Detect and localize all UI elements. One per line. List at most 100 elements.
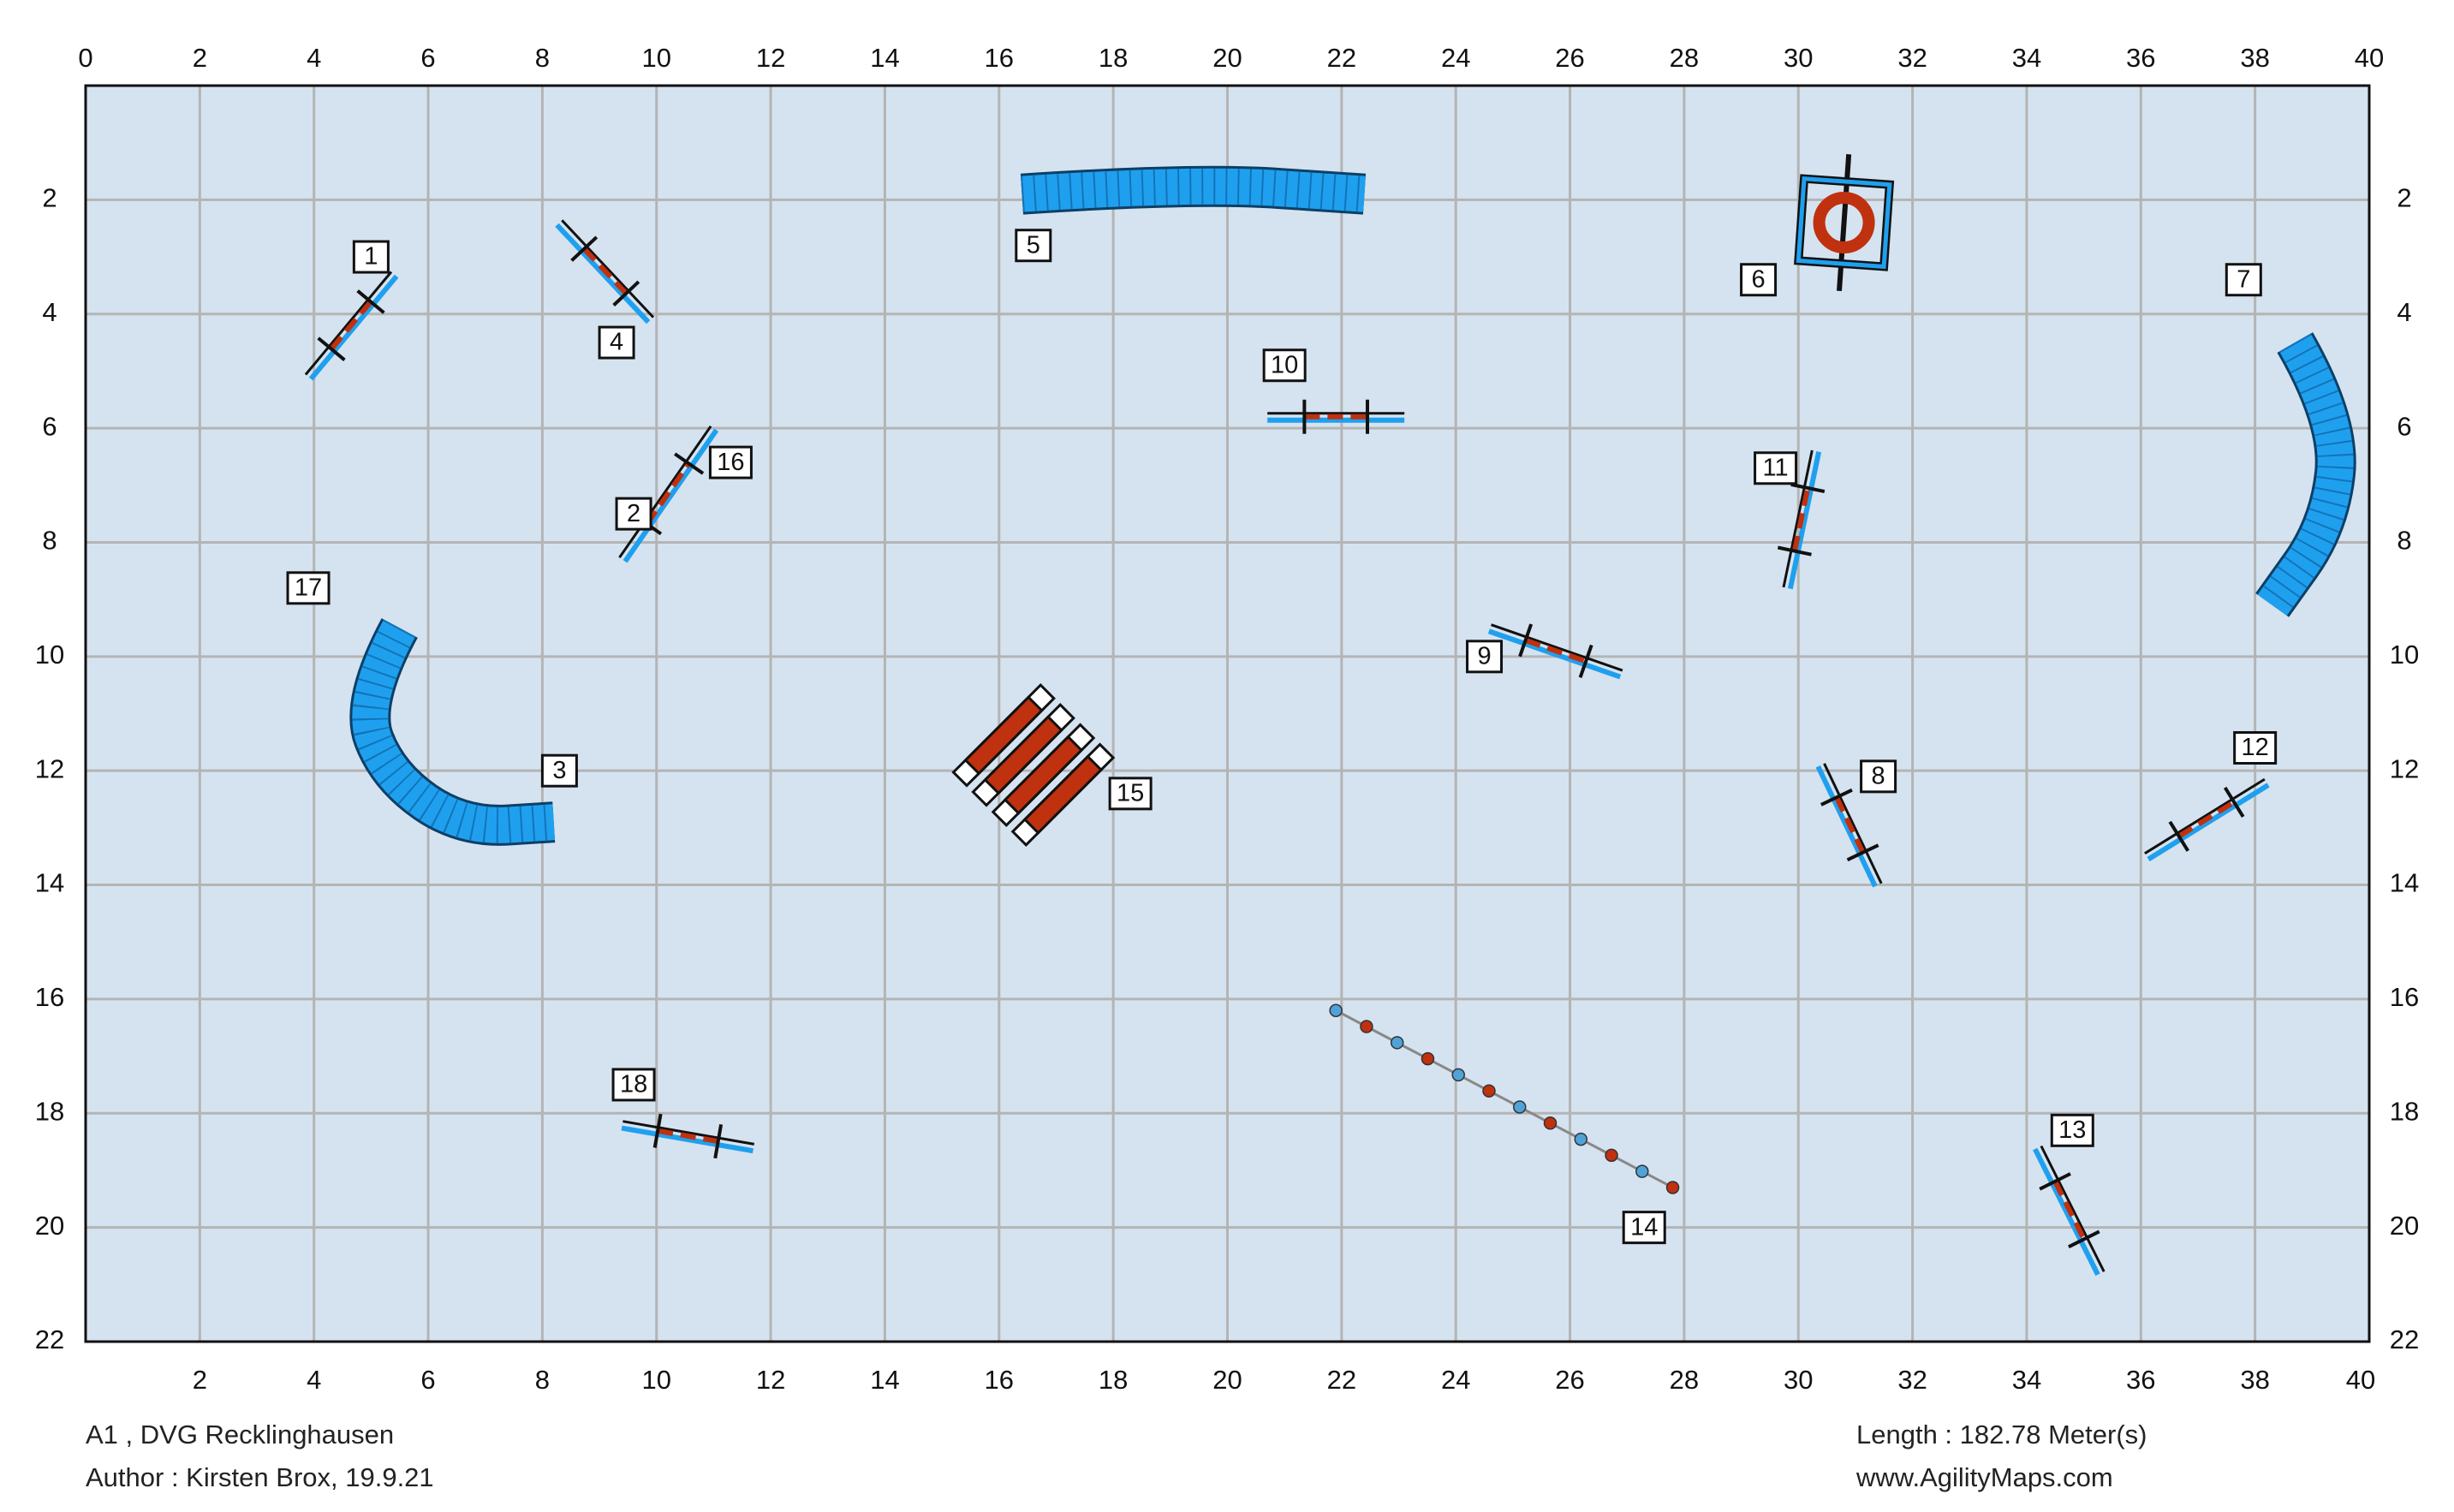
jump-base-line xyxy=(1782,449,1814,588)
jump-stand xyxy=(612,280,640,307)
obstacle-number: 18 xyxy=(620,1071,647,1098)
jump-stand xyxy=(2068,1229,2100,1249)
right-tick-label: 16 xyxy=(2390,982,2419,1012)
tunnel-body xyxy=(2257,333,2354,616)
bottom-tick-label: 18 xyxy=(1099,1365,1128,1395)
obstacle-number: 11 xyxy=(1763,454,1789,481)
obstacle-label-9: 9 xyxy=(1466,640,1504,674)
bottom-tick-label: 22 xyxy=(1327,1365,1356,1395)
obstacle-label-box xyxy=(1466,640,1504,674)
top-tick-label: 40 xyxy=(2355,43,2384,73)
top-tick-label: 24 xyxy=(1441,43,1470,73)
tire-post xyxy=(1837,154,1852,292)
jump-8 xyxy=(1815,763,1883,888)
top-tick-label: 8 xyxy=(535,43,550,73)
obstacle-label-11: 11 xyxy=(1754,451,1798,485)
obstacle-label-13: 13 xyxy=(2050,1113,2094,1147)
course-length: Length : 182.78 Meter(s) xyxy=(1856,1420,2147,1449)
left-tick-label: 16 xyxy=(35,982,64,1012)
jump-wing-line xyxy=(308,274,399,381)
long-jump-board xyxy=(971,703,1075,807)
top-tick-label: 34 xyxy=(2012,43,2041,73)
jump-wing-line xyxy=(2147,783,2270,862)
jump-wing-line xyxy=(622,428,719,563)
top-tick-label: 32 xyxy=(1897,43,1927,73)
right-tick-label: 8 xyxy=(2397,526,2411,556)
jump-12 xyxy=(2144,777,2270,862)
field-border xyxy=(84,84,2371,1343)
right-tick-label: 6 xyxy=(2397,411,2411,441)
obstacle-number: 1 xyxy=(364,243,378,271)
jump-base-line xyxy=(1823,763,1883,884)
obstacle-label-8: 8 xyxy=(1860,759,1897,794)
tunnel-7 xyxy=(2255,332,2356,617)
weave-pole xyxy=(1421,1051,1435,1066)
jump-base-line xyxy=(304,271,393,376)
top-tick-label: 38 xyxy=(2240,43,2269,73)
obstacle-number: 7 xyxy=(2237,265,2250,293)
weave-pole xyxy=(1390,1036,1404,1050)
bottom-tick-label: 24 xyxy=(1441,1365,1470,1395)
obstacle-label-box xyxy=(286,571,331,605)
jump-11 xyxy=(1777,449,1826,590)
obstacle-number: 10 xyxy=(1271,351,1298,378)
top-tick-label: 14 xyxy=(870,43,899,73)
jump-stand xyxy=(356,289,385,314)
bottom-tick-label: 40 xyxy=(2346,1365,2375,1395)
obstacle-label-box xyxy=(2233,731,2278,765)
obstacle-label-box xyxy=(2225,263,2262,297)
jump-stand xyxy=(2039,1172,2071,1191)
right-tick-label: 22 xyxy=(2390,1324,2419,1354)
weave-pole xyxy=(1482,1084,1496,1098)
long-jump-15 xyxy=(951,683,1116,847)
obstacle-label-18: 18 xyxy=(611,1068,656,1102)
obstacle-label-box xyxy=(1108,777,1153,811)
course-title: A1 , DVG Recklinghausen xyxy=(86,1420,395,1449)
bottom-tick-label: 36 xyxy=(2126,1365,2155,1395)
bottom-tick-label: 2 xyxy=(193,1365,207,1395)
obstacle-label-box xyxy=(352,240,390,274)
tunnel-ribs xyxy=(1021,168,1366,212)
top-tick-label: 26 xyxy=(1555,43,1584,73)
jump-bar xyxy=(2052,1180,2087,1241)
obstacle-label-box xyxy=(598,325,635,360)
jump-bar xyxy=(1791,487,1811,552)
bottom-tick-label: 20 xyxy=(1212,1365,1242,1395)
right-tick-label: 4 xyxy=(2397,297,2411,327)
jump-base-line xyxy=(561,219,655,318)
jump-wing-line xyxy=(1787,450,1822,590)
board-center xyxy=(1022,754,1104,835)
jump-wing-line xyxy=(621,1125,753,1154)
obstacle-label-12: 12 xyxy=(2233,731,2278,765)
jump-stand xyxy=(317,336,346,362)
board-center xyxy=(983,715,1063,795)
jump-base-line xyxy=(1491,623,1623,672)
tunnel-ribs xyxy=(352,619,556,843)
weave-pole xyxy=(1513,1100,1527,1114)
course-author: Author : Kirsten Brox, 19.9.21 xyxy=(86,1462,434,1492)
obstacle-label-box xyxy=(540,753,578,788)
top-tick-label: 4 xyxy=(307,43,321,73)
jump-base-line xyxy=(622,1120,755,1146)
jump-2 xyxy=(618,425,719,563)
obstacle-label-10: 10 xyxy=(1262,348,1307,383)
weave-pole xyxy=(1574,1132,1588,1146)
obstacle-number: 17 xyxy=(295,574,322,601)
top-tick-label: 6 xyxy=(420,43,435,73)
jump-bar xyxy=(582,247,628,295)
bottom-tick-label: 6 xyxy=(420,1365,435,1395)
bottom-tick-label: 4 xyxy=(307,1365,321,1395)
right-tick-label: 12 xyxy=(2390,753,2419,783)
jump-stand xyxy=(1518,623,1534,658)
obstacle-number: 5 xyxy=(1027,231,1040,259)
jump-10 xyxy=(1267,399,1405,434)
jump-bar xyxy=(1524,638,1587,664)
jump-stand xyxy=(1578,644,1593,678)
top-tick-label: 28 xyxy=(1670,43,1699,73)
weave-pole xyxy=(1605,1148,1618,1163)
obstacle-label-box xyxy=(1015,229,1052,263)
jump-base-line xyxy=(618,425,712,559)
obstacle-label-box xyxy=(1262,348,1307,383)
